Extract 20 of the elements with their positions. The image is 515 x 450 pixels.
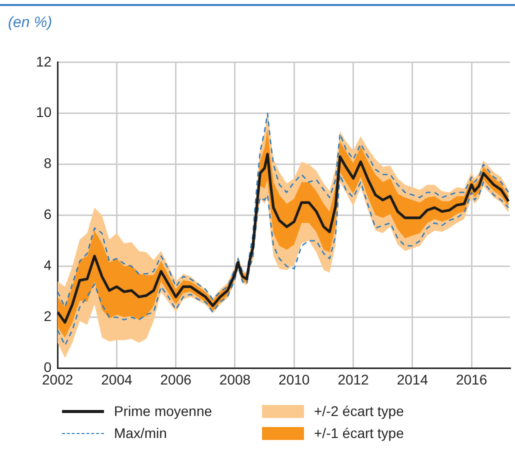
y-tick-label: 12 (36, 53, 52, 70)
y-tick-label: 8 (44, 155, 52, 172)
legend-label: +/-2 écart type (314, 403, 404, 419)
y-tick-label: 10 (36, 104, 52, 120)
legend-label: Max/min (114, 425, 167, 441)
y-tick-label: 4 (44, 257, 52, 274)
legend-label: Prime moyenne (114, 403, 212, 419)
x-tick-label: 2008 (219, 371, 251, 388)
x-tick-label: 2012 (338, 371, 370, 388)
x-tick-label: 2010 (278, 371, 310, 388)
line-series (58, 174, 510, 346)
line-series (58, 112, 510, 308)
x-tick-label: 2014 (396, 371, 428, 388)
y-tick-label: 6 (44, 206, 52, 222)
chart-title: (en %) (8, 14, 52, 31)
x-tick-label: 2016 (456, 371, 488, 388)
x-tick-label: 2004 (101, 371, 132, 388)
x-tick-label: 2006 (160, 371, 192, 388)
y-tick-label: 2 (44, 308, 52, 324)
legend-label: +/-1 écart type (314, 425, 404, 441)
